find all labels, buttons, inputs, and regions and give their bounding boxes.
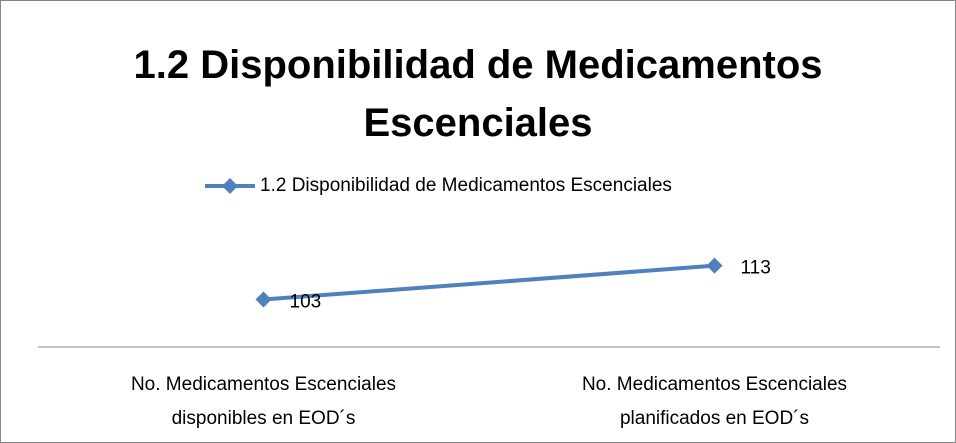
- legend-marker: [222, 178, 238, 194]
- data-label: 113: [741, 258, 771, 279]
- x-tick-label: No. Medicamentos Escenciales disponibles…: [130, 374, 397, 429]
- series-line: [261, 263, 717, 302]
- legend-label: 1.2 Disponibilidad de Medicamentos Escen…: [260, 175, 672, 196]
- point-marker: [706, 257, 723, 274]
- x-tick-label: No. Medicamentos Escenciales planificado…: [581, 374, 848, 429]
- point-marker: [255, 291, 272, 308]
- chart-title: 1.2 Disponibilidad de Medicamentos Escen…: [133, 43, 823, 145]
- data-label: 103: [290, 292, 322, 313]
